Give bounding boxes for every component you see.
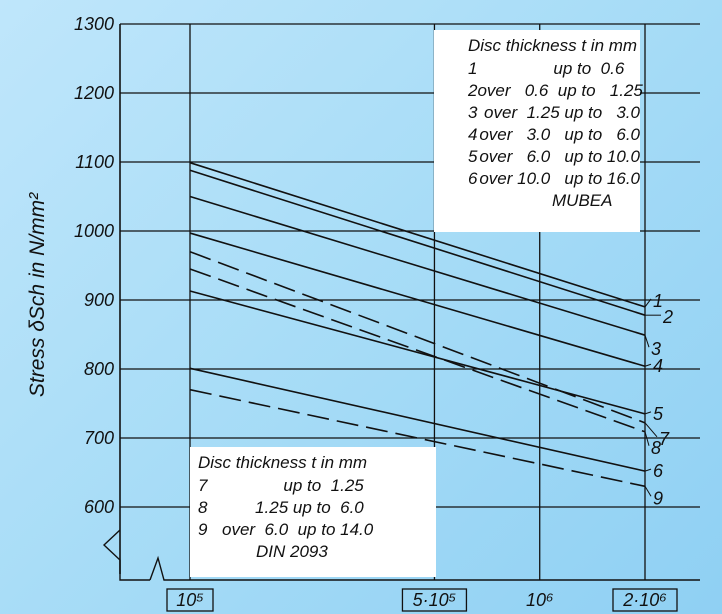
x-tick-label: 10⁶ xyxy=(526,590,554,610)
legend-din-row-range: over 6.0 up to 14.0 xyxy=(222,520,374,539)
series-leader-1 xyxy=(644,298,652,308)
axis-break-bottom xyxy=(149,555,700,581)
legend-din-source: DIN 2093 xyxy=(256,542,328,561)
series-label-2: 2 xyxy=(662,307,673,327)
legend-din-row-number: 7 xyxy=(198,476,208,495)
legend-mubea-row-5: 5 over 6.0 up to 10.0 xyxy=(434,146,640,168)
legend-mubea-row-number: 6 xyxy=(468,169,478,188)
y-tick-label: 1000 xyxy=(74,221,114,241)
legend-mubea-row-range: over 6.0 up to 10.0 xyxy=(479,147,640,166)
legend-mubea-row-range: over 3.0 up to 6.0 xyxy=(479,125,640,144)
legend-mubea-row-range: over 1.25 up to 3.0 xyxy=(484,103,640,122)
y-tick-label: 700 xyxy=(84,428,114,448)
legend-din-row-range: 1.25 up to 6.0 xyxy=(222,498,364,517)
x-tick-label: 10⁵ xyxy=(176,590,204,610)
series-leader-7 xyxy=(644,422,658,438)
x-tick-label: 5·10⁵ xyxy=(413,590,457,610)
y-axis-label: Stress δSch in N/mm² xyxy=(26,192,49,397)
series-label-4: 4 xyxy=(653,356,663,376)
legend-mubea-row-1: 1 up to 0.6 xyxy=(434,58,640,80)
legend-mubea-row-range: over 10.0 up to 16.0 xyxy=(479,169,640,188)
series-leader-4 xyxy=(644,363,652,367)
legend-din-row-7: 7 up to 1.25 xyxy=(190,475,436,497)
legend-mubea-row-3: 3 over 1.25 up to 3.0 xyxy=(434,102,640,124)
y-tick-label: 1300 xyxy=(74,14,114,34)
x-tick-box xyxy=(612,588,678,612)
x-tick-box xyxy=(401,588,468,612)
x-tick-box xyxy=(166,588,214,612)
series-leader-8 xyxy=(644,431,650,446)
legend-mubea-row-number: 5 xyxy=(468,147,478,166)
y-tick-label: 1200 xyxy=(74,83,114,103)
axis-break-left xyxy=(102,529,150,581)
legend-mubea-row-number: 4 xyxy=(468,125,478,144)
legend-din-row-number: 8 xyxy=(198,498,208,517)
legend-mubea-row-number: 3 xyxy=(468,103,478,122)
series-leader-9 xyxy=(644,486,652,497)
legend-mubea-row-number: 2 xyxy=(468,81,478,100)
series-line-7 xyxy=(189,250,646,424)
series-label-3: 3 xyxy=(651,339,661,359)
x-tick-labels: 10⁵ 5·10⁵ 10⁶ 2·10⁶ xyxy=(166,588,678,612)
legend-mubea-row-2: 2 over 0.6 up to 1.25 xyxy=(434,80,643,102)
series-line-3 xyxy=(189,195,646,336)
series-leader-5 xyxy=(644,411,652,415)
legend-mubea-source: MUBEA xyxy=(552,191,613,210)
series-leader-6 xyxy=(644,468,652,472)
series-line-2 xyxy=(189,169,646,316)
legend-din-row-range: up to 1.25 xyxy=(222,476,364,495)
series-line-1 xyxy=(189,161,646,308)
legend-din-rows: 7 up to 1.25 8 1.25 up to 6.0 9 over 6.0 up… xyxy=(190,475,436,541)
y-tick-label: 600 xyxy=(84,497,114,517)
legend-mubea: Disc thickness t in mm 1 up to 0.6 2 over … xyxy=(434,30,643,232)
series-label-1: 1 xyxy=(653,291,663,311)
legend-din-row-number: 9 xyxy=(198,520,208,539)
x-tick-label: 2·10⁶ xyxy=(622,590,667,610)
legend-din-row-8: 8 1.25 up to 6.0 xyxy=(190,497,436,519)
chart-axes xyxy=(102,24,700,581)
legend-din: Disc thickness t in mm 7 up to 1.25 8 1.2… xyxy=(190,447,436,577)
series-line-4 xyxy=(189,232,646,368)
series-line-6 xyxy=(189,367,646,472)
series-lines xyxy=(189,161,646,488)
legend-mubea-row-range: over 0.6 up to 1.25 xyxy=(477,81,643,100)
series-leader-3 xyxy=(644,335,650,348)
series-line-8 xyxy=(189,268,646,433)
legend-mubea-row-number: 1 xyxy=(468,59,478,78)
legend-mubea-row-4: 4 over 3.0 up to 6.0 xyxy=(434,124,640,146)
legend-din-title: Disc thickness t in mm xyxy=(198,453,368,472)
legend-din-row-9: 9 over 6.0 up to 14.0 xyxy=(190,519,436,541)
series-label-8: 8 xyxy=(651,438,661,458)
legend-mubea-title: Disc thickness t in mm xyxy=(468,36,638,55)
series-label-9: 9 xyxy=(653,488,663,508)
y-tick-label: 1100 xyxy=(75,152,114,172)
series-label-7: 7 xyxy=(659,429,670,449)
legend-mubea-row-range: up to 0.6 xyxy=(492,59,625,78)
series-line-9 xyxy=(189,388,646,488)
legend-mubea-row-6: 6 over 10.0 up to 16.0 xyxy=(434,168,640,190)
y-tick-label: 900 xyxy=(84,290,114,310)
series-label-6: 6 xyxy=(653,461,664,481)
series-line-5 xyxy=(189,290,646,415)
series-label-5: 5 xyxy=(653,404,664,424)
y-tick-label: 800 xyxy=(84,359,114,379)
y-tick-labels: 1300 1200 1100 1000 900 800 700 600 xyxy=(74,14,114,517)
legend-mubea-rows: 1 up to 0.6 2 over 0.6 up to 1.25 3 over 1.2… xyxy=(434,58,643,190)
